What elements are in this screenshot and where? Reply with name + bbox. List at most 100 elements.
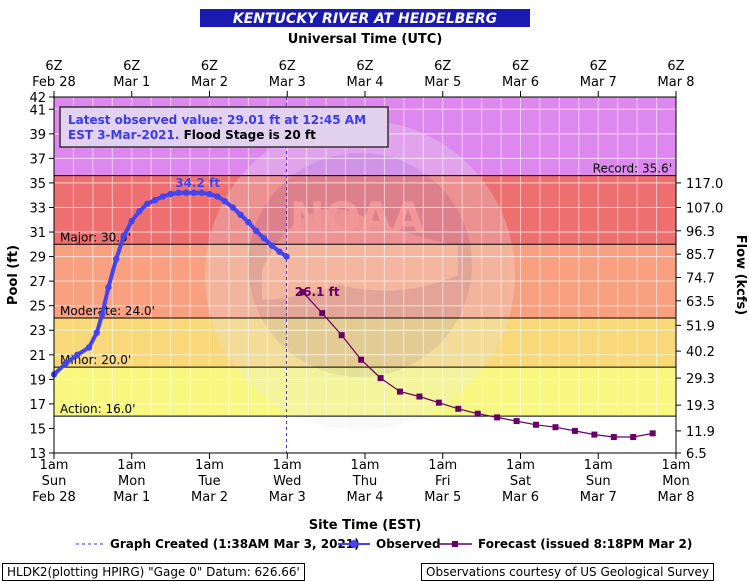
y-axis-right-title: Flow (kcfs) xyxy=(733,235,748,315)
legend-observed-label: Observed xyxy=(376,537,441,551)
y-left-tick-label: 37 xyxy=(29,152,46,167)
observed-point xyxy=(206,190,213,198)
observed-point xyxy=(105,284,112,291)
latest-observation-box: Latest observed value: 29.01 ft at 12:45… xyxy=(59,106,389,148)
forecast-point xyxy=(396,388,403,395)
observed-point xyxy=(175,189,182,196)
observed-peak-label: 34.2 ft xyxy=(175,176,220,190)
noaa-seal-outer xyxy=(205,120,515,430)
bottom-tick-day: Mon xyxy=(662,474,689,489)
bottom-tick-date: Mar 5 xyxy=(424,490,461,505)
observed-point xyxy=(74,351,81,358)
forecast-point xyxy=(591,431,598,438)
legend: Graph Created (1:38AM Mar 3, 2021) Obser… xyxy=(76,537,692,551)
flood-level-label: Record: 35.6' xyxy=(593,162,672,176)
top-tick-date: Mar 7 xyxy=(580,75,617,90)
bottom-tick-day: Tue xyxy=(197,474,220,489)
top-tick-date: Mar 4 xyxy=(347,75,384,90)
flood-level-label: Major: 30.0' xyxy=(60,230,131,244)
bottom-tick-time: 1am xyxy=(662,458,691,473)
top-tick-date: Mar 8 xyxy=(658,75,695,90)
observed-point xyxy=(237,211,244,219)
top-tick-hour: 6Z xyxy=(279,59,296,74)
y-right-tick-label: 63.5 xyxy=(686,295,715,310)
observed-point xyxy=(221,198,229,205)
y-left-tick-label: 23 xyxy=(29,324,46,339)
observed-point xyxy=(214,193,221,200)
top-tick-date: Mar 5 xyxy=(424,75,461,90)
bottom-tick-time: 1am xyxy=(351,458,380,473)
forecast-point xyxy=(455,405,462,412)
top-tick-hour: 6Z xyxy=(123,59,140,74)
footer-credit: Observations courtesy of US Geological S… xyxy=(421,563,714,581)
forecast-point xyxy=(533,421,540,428)
legend-observed-marker xyxy=(350,540,358,548)
bottom-tick-date: Mar 4 xyxy=(347,490,384,505)
bottom-tick-day: Wed xyxy=(273,474,301,489)
y-right-tick-label: 107.0 xyxy=(686,201,723,216)
flood-level-label: Action: 16.0' xyxy=(60,402,135,416)
observed-point xyxy=(85,344,93,351)
info-line-2: EST 3-Mar-2021. Flood Stage is 20 ft xyxy=(68,128,316,142)
y-left-tick-label: 35 xyxy=(29,177,46,192)
bottom-tick-time: 1am xyxy=(40,458,69,473)
y-left-tick-label: 21 xyxy=(29,349,46,364)
y-left-tick-label: 41 xyxy=(29,103,46,118)
forecast-point xyxy=(513,418,520,425)
y-left-tick-label: 42 xyxy=(29,91,46,106)
y-right-tick-label: 40.2 xyxy=(686,345,715,360)
observed-point xyxy=(268,242,275,249)
observed-point xyxy=(128,217,135,225)
forecast-point xyxy=(299,289,306,296)
top-tick-hour: 6Z xyxy=(590,59,607,74)
top-tick-date: Mar 6 xyxy=(502,75,539,90)
legend-forecast-marker xyxy=(452,541,458,547)
bottom-tick-time: 1am xyxy=(428,458,457,473)
y-left-tick-label: 19 xyxy=(29,373,46,388)
y-left-tick-label: 27 xyxy=(29,275,46,290)
top-tick-date: Mar 1 xyxy=(113,75,150,90)
forecast-crest-label: 26.1 ft xyxy=(295,285,340,299)
observed-point xyxy=(229,204,237,211)
top-tick-date: Mar 2 xyxy=(191,75,228,90)
top-tick-hour: 6Z xyxy=(434,59,451,74)
bottom-tick-date: Mar 2 xyxy=(191,490,228,505)
bottom-tick-time: 1am xyxy=(506,458,535,473)
y-right-tick-label: 29.3 xyxy=(686,372,715,387)
top-axis-title: Universal Time (UTC) xyxy=(288,32,443,47)
bottom-tick-date: Mar 6 xyxy=(502,490,539,505)
observed-point xyxy=(283,253,290,260)
flood-level-label: Moderate: 24.0' xyxy=(60,304,155,318)
top-tick-date: Mar 3 xyxy=(269,75,306,90)
forecast-point xyxy=(494,414,501,421)
top-tick-hour: 6Z xyxy=(356,59,373,74)
y-left-tick-label: 39 xyxy=(29,128,46,143)
observed-point xyxy=(151,196,159,204)
forecast-point xyxy=(435,399,442,406)
observed-point xyxy=(190,189,198,196)
observed-point xyxy=(62,360,69,367)
forecast-point xyxy=(338,332,345,339)
forecast-point xyxy=(649,430,656,437)
observed-point xyxy=(198,189,205,196)
noaa-seal-inner xyxy=(248,153,472,377)
y-left-tick-label: 25 xyxy=(29,300,46,315)
y-left-tick-label: 17 xyxy=(29,398,46,413)
noaa-logo-text: NOAA xyxy=(290,193,425,242)
y-right-tick-label: 51.9 xyxy=(686,319,715,334)
forecast-point xyxy=(319,310,326,317)
observed-point xyxy=(93,329,100,336)
observed-point xyxy=(182,189,190,196)
info-line-1: Latest observed value: 29.01 ft at 12:45… xyxy=(68,113,366,127)
observed-point xyxy=(144,200,151,207)
bottom-tick-date: Mar 1 xyxy=(113,490,150,505)
observed-point xyxy=(113,255,120,263)
footer-datum: HLDK2(plotting HPIRG) "Gage 0" Datum: 62… xyxy=(2,563,305,581)
bottom-tick-day: Sun xyxy=(42,474,67,489)
forecast-point xyxy=(474,410,481,417)
top-tick-hour: 6Z xyxy=(512,59,529,74)
top-tick-hour: 6Z xyxy=(667,59,684,74)
y-axis-left-title: Pool (ft) xyxy=(6,245,21,305)
bottom-axis-title: Site Time (EST) xyxy=(309,518,422,533)
